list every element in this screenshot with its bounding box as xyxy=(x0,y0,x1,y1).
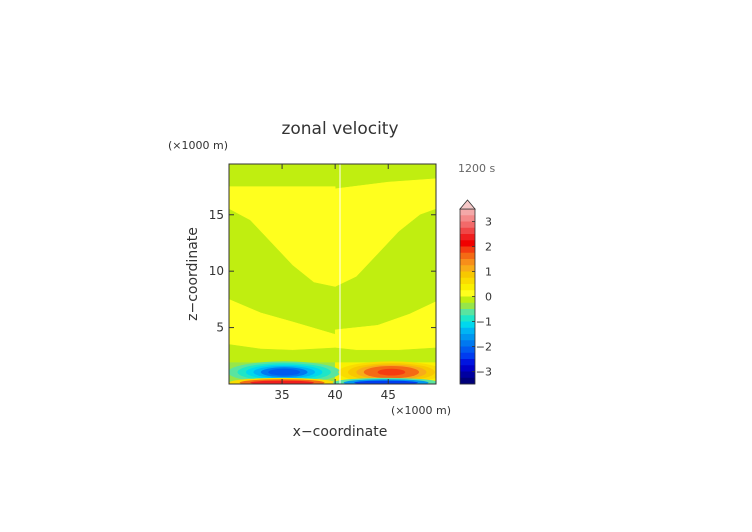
contour-region-low-green-right xyxy=(334,347,436,363)
colorbar-swatch xyxy=(460,234,475,241)
colorbar-swatch xyxy=(460,352,475,360)
colorbar-swatch xyxy=(460,315,475,322)
x-tick-label: 35 xyxy=(274,388,289,402)
colorbar-swatch xyxy=(460,346,475,354)
colorbar-swatch xyxy=(460,259,475,266)
colorbar-tick-label: 2 xyxy=(485,241,492,254)
colorbar: 3 2 1 0 −1 −2 −3 xyxy=(459,199,492,385)
colorbar-tick-label: −1 xyxy=(476,316,492,329)
colorbar-swatch xyxy=(460,309,475,316)
colorbar-swatch xyxy=(460,227,475,235)
colorbar-swatch xyxy=(460,215,475,222)
y-axis-label: z−coordinate xyxy=(185,227,201,321)
colorbar-swatch xyxy=(460,321,475,329)
time-label: 1200 s xyxy=(458,162,495,175)
colorbar-swatch xyxy=(460,252,475,260)
colorbar-swatch xyxy=(460,302,475,310)
chart-title: zonal velocity xyxy=(281,119,398,139)
colorbar-swatch xyxy=(460,221,475,229)
colorbar-swatch xyxy=(460,277,475,285)
colorbar-swatch xyxy=(460,340,475,347)
colorbar-swatch xyxy=(460,296,475,304)
colorbar-swatch xyxy=(460,209,475,216)
colorbar-swatch xyxy=(460,240,475,247)
colorbar-swatch xyxy=(460,265,475,272)
colorbar-swatch xyxy=(460,327,475,335)
x-tick-label: 45 xyxy=(381,388,396,402)
colorbar-swatch xyxy=(460,290,475,297)
x-axis-unit: (×1000 m) xyxy=(391,404,451,417)
y-tick-label: 10 xyxy=(209,264,224,278)
colorbar-swatch xyxy=(460,334,475,341)
colorbar-swatch xyxy=(460,284,475,291)
colorbar-swatch xyxy=(460,365,475,372)
x-axis-ticks: 35 40 45 xyxy=(274,164,396,402)
jet-core-0-level-5 xyxy=(268,368,301,376)
y-axis-ticks: 5 10 15 xyxy=(209,208,436,335)
plot-frame xyxy=(228,163,437,385)
colorbar-swatch xyxy=(460,271,475,279)
jet-core-3-level-2 xyxy=(354,380,418,384)
colorbar-tick-label: 3 xyxy=(485,216,492,229)
contour-field xyxy=(229,164,436,384)
colorbar-tick-label: 1 xyxy=(485,266,492,279)
y-axis-unit: (×1000 m) xyxy=(168,139,228,152)
colorbar-tick-label: −2 xyxy=(476,341,492,354)
colorbar-swatch xyxy=(460,377,475,385)
jet-core-1-level-5 xyxy=(377,368,406,376)
colorbar-tick-label: −3 xyxy=(476,366,492,379)
colorbar-swatch xyxy=(460,246,475,254)
x-axis-label: x−coordinate xyxy=(293,424,388,440)
y-tick-label: 15 xyxy=(209,208,224,222)
colorbar-tick-label: 0 xyxy=(485,291,492,304)
x-tick-label: 40 xyxy=(328,388,343,402)
colorbar-swatch xyxy=(460,359,475,366)
colorbar-swatch xyxy=(460,371,475,379)
y-tick-label: 5 xyxy=(216,321,224,335)
colorbar-extend-arrow xyxy=(459,199,476,210)
